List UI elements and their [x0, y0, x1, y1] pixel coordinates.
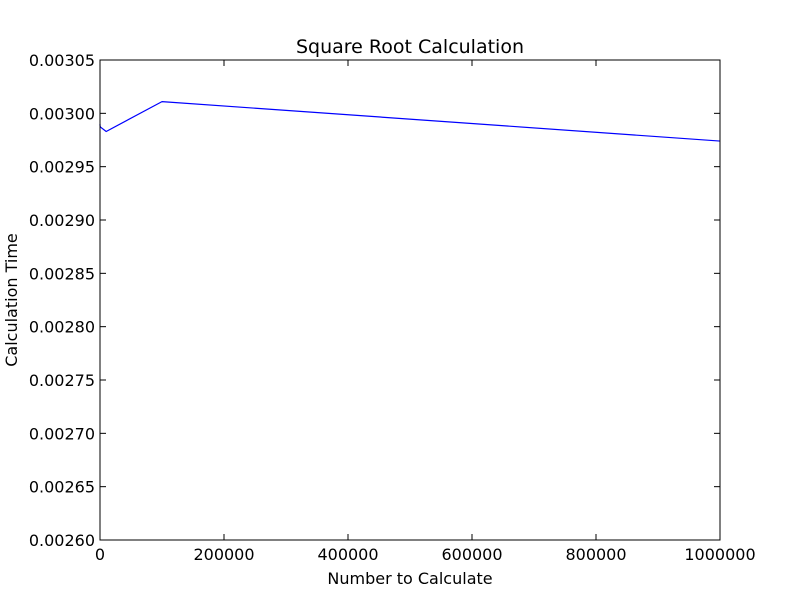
y-tick-label: 0.00280: [29, 318, 95, 337]
y-tick-label: 0.00300: [29, 104, 95, 123]
y-tick-label: 0.00260: [29, 531, 95, 550]
x-tick-label: 400000: [317, 545, 378, 564]
y-tick-label: 0.00295: [29, 158, 95, 177]
y-tick-label: 0.00265: [29, 478, 95, 497]
x-tick-label: 600000: [441, 545, 502, 564]
x-tick-label: 800000: [565, 545, 626, 564]
y-tick-label: 0.00285: [29, 264, 95, 283]
y-axis-label: Calculation Time: [2, 233, 21, 367]
x-tick-label: 0: [95, 545, 105, 564]
x-tick-label: 1000000: [684, 545, 755, 564]
y-tick-label: 0.00305: [29, 51, 95, 70]
x-tick-label: 200000: [193, 545, 254, 564]
ticks-layer: 0 200000 400000 600000 800000 1000000 0.00260 0…: [29, 51, 756, 564]
plot-frame: [99, 59, 721, 541]
x-axis-label: Number to Calculate: [327, 569, 492, 588]
plot-area: [100, 60, 720, 540]
y-tick-label: 0.00275: [29, 371, 95, 390]
y-tick-label: 0.00270: [29, 424, 95, 443]
chart-title: Square Root Calculation: [296, 36, 524, 58]
y-tick-label: 0.00290: [29, 211, 95, 230]
